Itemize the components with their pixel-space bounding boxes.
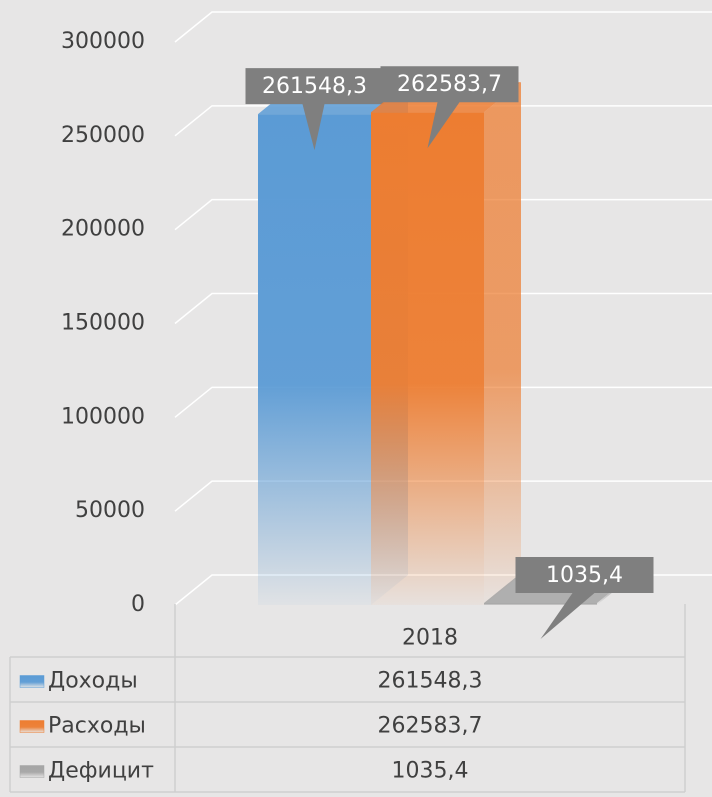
- table-value: 261548,3: [378, 669, 483, 694]
- grid-line: [174, 292, 712, 325]
- grid-line: [174, 386, 712, 418]
- y-tick-label: 150000: [61, 311, 145, 336]
- data-label: 261548,3: [262, 74, 367, 99]
- grid-line: [174, 480, 712, 512]
- callout: [245, 68, 384, 151]
- legend-label: Доходы: [48, 669, 138, 694]
- y-tick-label: 0: [131, 592, 145, 617]
- bar-side: [484, 82, 521, 606]
- grid-line: [174, 198, 712, 231]
- bar: [371, 112, 484, 605]
- bar: [484, 603, 597, 605]
- callout: [515, 557, 654, 640]
- bar: [258, 114, 371, 606]
- y-tick-label: 100000: [61, 404, 145, 429]
- legend-label: Дефицит: [48, 759, 154, 784]
- grid-line: [174, 11, 712, 43]
- callout: [380, 66, 519, 149]
- y-tick-label: 300000: [61, 29, 145, 54]
- legend-key: [19, 720, 45, 733]
- table-value: 1035,4: [392, 759, 469, 784]
- legend-label: Расходы: [48, 714, 146, 739]
- data-label: 262583,7: [397, 72, 502, 97]
- x-tick-label: 2018: [402, 626, 458, 651]
- table-value: 262583,7: [378, 714, 483, 739]
- grid-line: [174, 105, 712, 137]
- y-tick-label: 200000: [61, 217, 145, 242]
- y-tick-label: 50000: [75, 498, 145, 523]
- data-label: 1035,4: [546, 563, 623, 588]
- legend-key: [19, 765, 45, 778]
- y-tick-label: 250000: [61, 123, 145, 148]
- legend-key: [19, 675, 45, 688]
